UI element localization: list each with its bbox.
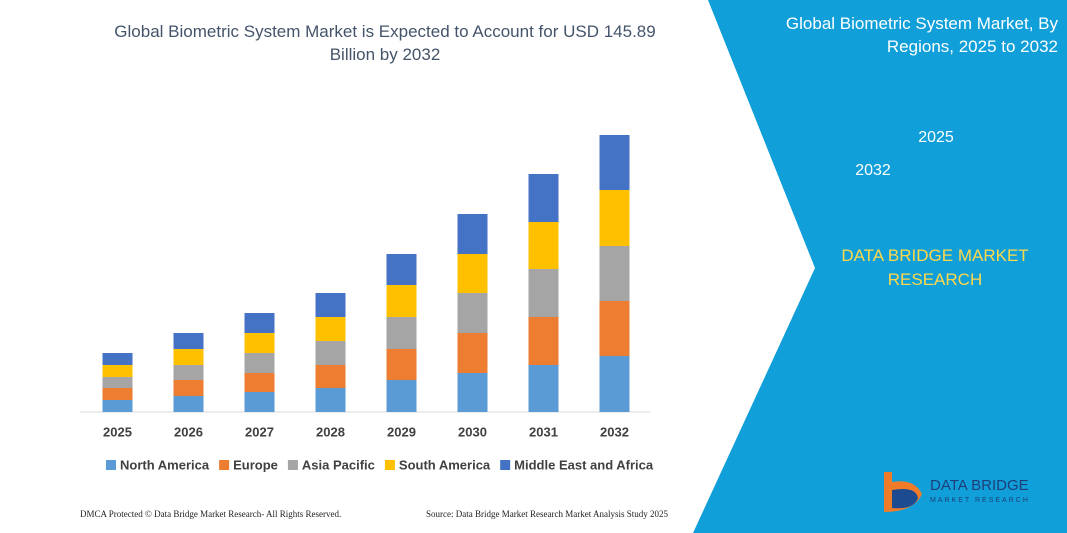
bar-segment — [528, 269, 559, 317]
x-tick-label: 2030 — [458, 424, 487, 439]
x-tick-label: 2031 — [529, 424, 558, 439]
x-tick-label: 2026 — [174, 424, 203, 439]
bar-segment — [599, 301, 630, 356]
bar-segment — [173, 349, 204, 365]
x-tick-label: 2025 — [103, 424, 132, 439]
bar-segment — [173, 396, 204, 412]
legend-label: South America — [399, 457, 491, 472]
footer-left: DMCA Protected © Data Bridge Market Rese… — [80, 509, 341, 519]
bar-segment — [386, 285, 417, 317]
x-tick-label: 2029 — [387, 424, 416, 439]
x-tick-label: 2028 — [316, 424, 345, 439]
bar-segment — [315, 365, 346, 388]
bar-segment — [386, 349, 417, 380]
bar-segment — [173, 333, 204, 349]
side-panel — [693, 0, 1067, 533]
bar-segment — [102, 377, 133, 388]
legend-label: Asia Pacific — [302, 457, 375, 472]
bar-segment — [173, 365, 204, 380]
bar-segment — [173, 380, 204, 396]
bar-segment — [457, 333, 488, 373]
bar-segment — [244, 353, 275, 373]
bar-segment — [244, 313, 275, 333]
legend-label: Middle East and Africa — [514, 457, 654, 472]
logo-name: DATA BRIDGE — [930, 477, 1029, 494]
hexagon-label: 2032 — [855, 162, 891, 179]
legend-swatch — [106, 460, 116, 470]
logo-tagline: MARKET RESEARCH — [930, 497, 1030, 504]
legend-swatch — [384, 460, 395, 470]
bar-segment — [244, 333, 275, 353]
legend-swatch — [500, 460, 511, 470]
hexagon — [0, 0, 39, 35]
bar-segment — [528, 174, 559, 222]
x-tick-label: 2032 — [600, 424, 629, 439]
panel-title: Global Biometric System Market, By Regio… — [785, 14, 1058, 56]
bar-segment — [457, 373, 488, 412]
bar-segment — [315, 293, 346, 317]
bar-segment — [457, 293, 488, 333]
logo-mark — [892, 489, 918, 509]
bar-segment — [244, 392, 275, 412]
bar-segment — [386, 254, 417, 285]
legend-label: Europe — [233, 457, 278, 472]
bar-segment — [599, 190, 630, 246]
bar-segment — [528, 317, 559, 365]
chart-title: Global Biometric System Market is Expect… — [114, 22, 656, 64]
bar-segment — [386, 380, 417, 412]
hexagon-label: 2025 — [918, 129, 954, 146]
brand-text: DATA BRIDGE MARKET RESEARCH — [841, 246, 1029, 289]
bar-segment — [102, 388, 133, 400]
bar-segment — [386, 317, 417, 349]
bar-segment — [315, 388, 346, 412]
legend-swatch — [219, 460, 230, 470]
x-tick-label: 2027 — [245, 424, 274, 439]
bar-segment — [244, 373, 275, 392]
bar-segment — [102, 365, 133, 377]
bar-segment — [315, 341, 346, 365]
legend-label: North America — [120, 457, 210, 472]
bar-segment — [457, 254, 488, 293]
bar-segment — [528, 222, 559, 269]
bar-segment — [102, 400, 133, 412]
bar-segment — [315, 317, 346, 341]
bar-segment — [457, 214, 488, 254]
bar-segment — [599, 135, 630, 190]
legend-swatch — [287, 460, 298, 470]
bar-segment — [528, 365, 559, 412]
bar-segment — [599, 246, 630, 301]
bar-segment — [599, 356, 630, 412]
footer-right: Source: Data Bridge Market Research Mark… — [426, 509, 668, 519]
bar-segment — [102, 353, 133, 365]
